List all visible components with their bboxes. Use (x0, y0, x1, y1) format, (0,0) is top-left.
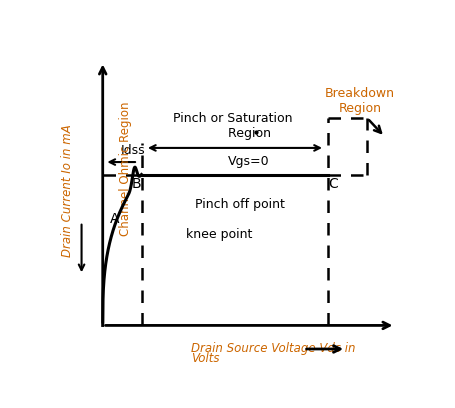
Text: Breakdown
Region: Breakdown Region (325, 87, 395, 115)
Text: B: B (131, 177, 141, 191)
Text: Vgs=0: Vgs=0 (228, 155, 270, 169)
Text: Drain Source Voltage Vds in: Drain Source Voltage Vds in (191, 342, 355, 355)
Text: Channel Ohmic Region: Channel Ohmic Region (119, 101, 132, 235)
Text: C: C (328, 177, 338, 191)
Text: Volts: Volts (191, 352, 219, 365)
Text: A: A (110, 212, 120, 226)
Text: Pinch or Saturation
        Region: Pinch or Saturation Region (173, 112, 293, 140)
Text: Drain Current Io in mA: Drain Current Io in mA (61, 124, 74, 257)
Text: Idss: Idss (121, 144, 145, 157)
Text: Pinch off point: Pinch off point (195, 198, 285, 211)
Text: knee point: knee point (186, 228, 252, 241)
